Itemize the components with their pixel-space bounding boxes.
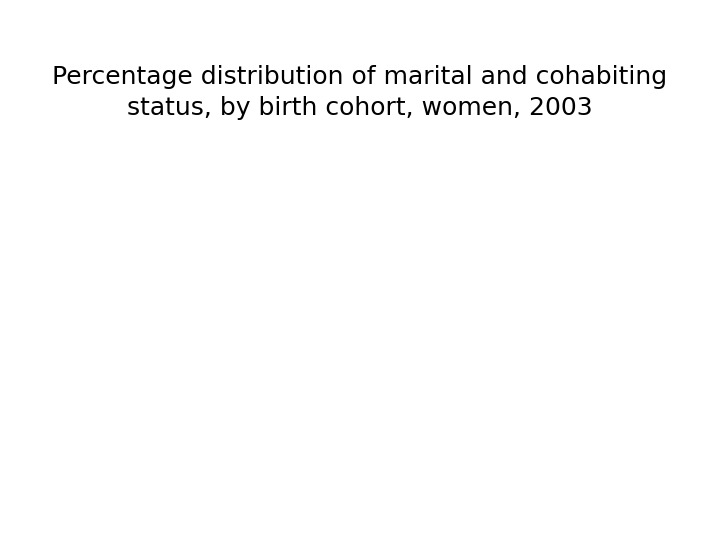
Text: Percentage distribution of marital and cohabiting
status, by birth cohort, women: Percentage distribution of marital and c… bbox=[53, 65, 667, 120]
